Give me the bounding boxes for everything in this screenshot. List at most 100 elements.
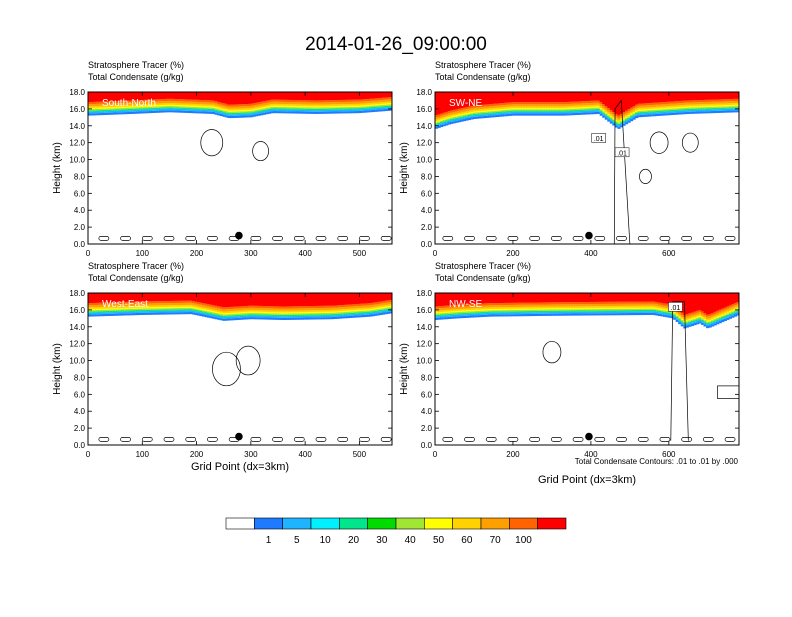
tracer-band [247, 112, 251, 114]
tracer-band [561, 104, 565, 107]
tracer-band [642, 92, 646, 104]
tracer-band [313, 111, 317, 114]
tracer-band [214, 312, 218, 315]
tracer-band [158, 307, 163, 309]
tracer-band [523, 113, 527, 116]
tracer-band [526, 312, 530, 315]
tracer-band [650, 102, 654, 106]
tracer-band [716, 310, 720, 313]
tracer-band [369, 309, 373, 311]
tracer-band [660, 293, 664, 303]
tracer-band [126, 309, 130, 311]
tracer-band [571, 313, 575, 316]
plot-frame [434, 292, 740, 446]
tracer-band [285, 104, 289, 106]
tracer-band [300, 310, 304, 313]
tracer-band [680, 100, 684, 103]
tracer-band [561, 102, 565, 105]
tracer-band [536, 92, 540, 103]
tracer-band [688, 324, 692, 327]
y-tick-label: 14.0 [69, 323, 85, 332]
tracer-band [690, 108, 694, 111]
tracer-band [589, 105, 593, 107]
tracer-band [493, 113, 497, 116]
y-tick-label: 18.0 [69, 289, 85, 298]
tracer-band [576, 108, 580, 110]
tracer-band [303, 111, 307, 114]
tracer-band [561, 110, 565, 112]
tracer-band [376, 293, 380, 302]
tracer-band [581, 313, 586, 316]
y-tick-label: 6.0 [421, 189, 433, 198]
tracer-band [607, 110, 611, 113]
tracer-band [272, 101, 277, 104]
tracer-band [153, 107, 157, 110]
tracer-band [295, 306, 299, 309]
tracer-band [227, 115, 231, 119]
tracer-band [480, 307, 484, 310]
tracer-band [123, 92, 127, 101]
tracer-band [174, 101, 178, 104]
tracer-band [374, 104, 378, 106]
tracer-band [551, 109, 555, 111]
low-cloud-contour [250, 236, 262, 241]
tracer-band [554, 104, 558, 107]
tracer-band [457, 120, 461, 123]
tracer-band [364, 310, 368, 312]
tracer-band [543, 304, 548, 307]
tracer-band [126, 107, 130, 110]
tracer-band [523, 108, 527, 110]
tracer-band [270, 111, 274, 114]
tracer-band [331, 109, 335, 112]
tracer-band [98, 113, 102, 116]
tracer-band [589, 306, 593, 308]
tracer-band [369, 104, 373, 106]
tracer-band [270, 317, 274, 320]
tracer-band [354, 103, 358, 106]
tracer-band [247, 92, 251, 104]
tracer-band [635, 113, 639, 115]
tracer-band [703, 105, 707, 108]
tracer-band [120, 310, 125, 312]
tracer-band [252, 293, 256, 306]
tracer-band [346, 306, 350, 309]
tracer-band [630, 311, 634, 314]
tracer-band [594, 111, 598, 115]
tracer-band [313, 315, 317, 318]
tracer-band [498, 308, 502, 311]
tracer-band [343, 313, 347, 315]
tracer-band [627, 311, 631, 314]
tracer-band [245, 109, 249, 112]
tracer-band [607, 92, 611, 109]
tracer-band [516, 311, 520, 313]
tracer-band [478, 110, 482, 113]
tracer-band [516, 111, 520, 114]
tracer-band [164, 305, 168, 307]
tracer-band [594, 100, 598, 103]
tracer-band [376, 313, 380, 316]
tracer-band [627, 120, 631, 123]
tracer-band [158, 99, 163, 102]
tracer-band [280, 314, 284, 317]
tracer-band [599, 310, 603, 312]
tracer-band [265, 92, 269, 101]
low-cloud-contour [293, 437, 305, 442]
y-tick-label: 10.0 [416, 156, 432, 165]
tracer-band [386, 302, 391, 305]
tracer-band [635, 301, 639, 304]
tracer-band [619, 308, 624, 311]
tracer-band [488, 305, 492, 308]
tracer-band [523, 293, 527, 303]
tracer-band [455, 307, 459, 310]
tracer-band [589, 110, 593, 113]
y-tick-label: 8.0 [421, 373, 433, 382]
tracer-band [516, 304, 520, 307]
tracer-band [622, 92, 626, 113]
tracer-band [283, 108, 287, 110]
tracer-band [313, 108, 317, 111]
tracer-band [490, 106, 494, 109]
tracer-band [470, 108, 474, 111]
tracer-band [450, 92, 454, 111]
tracer-band [278, 313, 282, 315]
tracer-band [602, 307, 606, 310]
